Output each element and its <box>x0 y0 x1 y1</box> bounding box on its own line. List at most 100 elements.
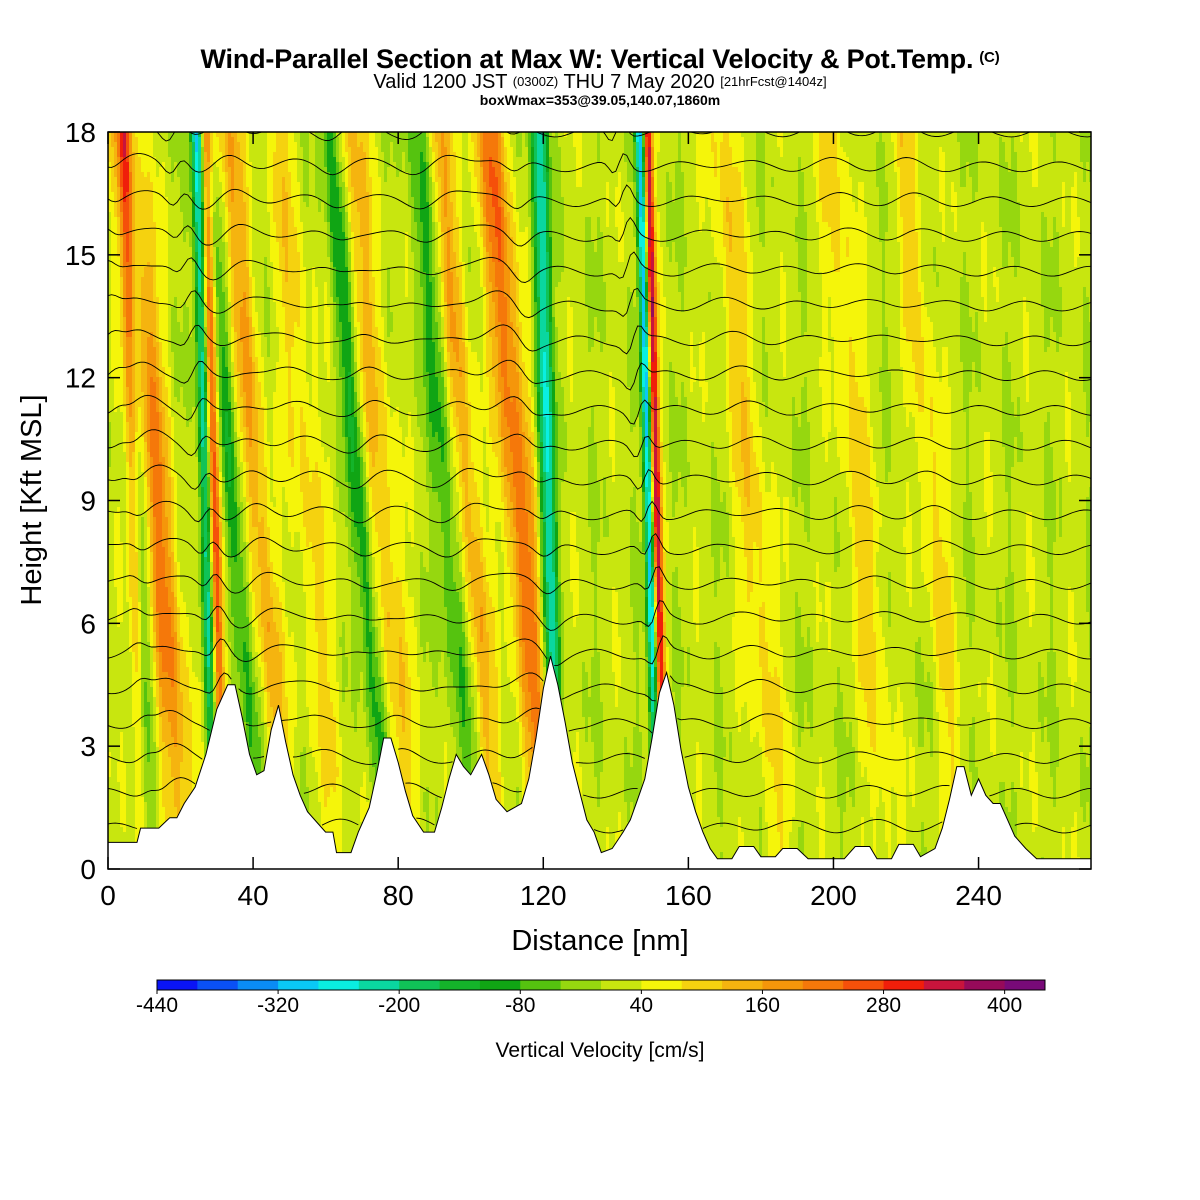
velocity-cell <box>750 252 754 423</box>
velocity-cell <box>201 172 205 203</box>
velocity-cell <box>456 132 460 218</box>
velocity-cell <box>828 132 832 228</box>
velocity-cell <box>204 557 208 638</box>
velocity-cell <box>621 262 625 853</box>
velocity-cell <box>666 132 670 173</box>
velocity-cell <box>738 497 742 733</box>
colorbar-tick-label: -320 <box>257 994 299 1017</box>
velocity-cell <box>162 367 166 408</box>
velocity-cell <box>357 147 361 213</box>
velocity-cell <box>855 717 859 869</box>
velocity-cell <box>192 142 196 173</box>
velocity-cell <box>501 172 505 208</box>
velocity-cell <box>234 457 238 503</box>
x-tick-label: 80 <box>383 880 414 911</box>
velocity-cell <box>534 457 538 488</box>
velocity-cell <box>342 182 346 208</box>
velocity-cell <box>807 422 811 543</box>
velocity-cell <box>708 302 712 869</box>
velocity-cell <box>687 462 691 478</box>
colorbar-swatch <box>358 980 400 990</box>
velocity-cell <box>519 132 523 158</box>
velocity-cell <box>486 532 490 583</box>
velocity-cell <box>762 777 766 869</box>
velocity-cell <box>453 397 457 428</box>
velocity-cell <box>933 132 937 248</box>
velocity-cell <box>303 267 307 423</box>
velocity-cell <box>717 647 721 818</box>
velocity-cell <box>315 197 319 288</box>
velocity-cell <box>735 132 739 168</box>
velocity-cell <box>1086 297 1090 438</box>
velocity-cell <box>768 492 772 673</box>
velocity-cell <box>591 132 595 243</box>
velocity-cell <box>1044 527 1048 698</box>
velocity-cell <box>897 242 901 688</box>
velocity-cell <box>240 502 244 558</box>
velocity-cell <box>324 167 328 223</box>
velocity-cell <box>903 737 907 869</box>
velocity-cell <box>648 277 652 293</box>
velocity-cell <box>1005 132 1009 163</box>
velocity-cell <box>243 672 247 723</box>
theta-contour <box>108 359 1091 391</box>
velocity-cell <box>318 132 322 213</box>
velocity-cell <box>1032 612 1036 733</box>
velocity-cell <box>207 667 211 708</box>
velocity-cell <box>915 697 919 869</box>
velocity-cell <box>645 157 649 173</box>
velocity-cell <box>459 442 463 488</box>
velocity-cell <box>459 602 463 648</box>
velocity-cell <box>714 257 718 458</box>
velocity-cell <box>240 342 244 398</box>
theta-contour <box>108 743 1091 765</box>
velocity-cell <box>282 307 286 488</box>
velocity-cell <box>1014 622 1018 693</box>
velocity-cell <box>129 337 133 418</box>
velocity-cell <box>117 157 121 188</box>
velocity-cell <box>477 542 481 663</box>
velocity-cell <box>915 232 919 393</box>
colorbar-swatch <box>399 980 440 990</box>
velocity-cell <box>360 407 364 433</box>
velocity-cell <box>615 707 619 833</box>
theta-contour <box>108 600 1091 631</box>
velocity-cell <box>597 217 601 333</box>
velocity-cell <box>189 702 193 853</box>
velocity-cell <box>210 172 214 218</box>
velocity-cell <box>501 137 505 173</box>
velocity-cell <box>825 462 829 583</box>
velocity-cell <box>213 162 217 213</box>
velocity-cell <box>180 387 184 593</box>
velocity-cell <box>273 132 277 153</box>
velocity-cell <box>225 557 229 648</box>
velocity-cell <box>282 247 286 308</box>
velocity-cell <box>471 662 475 698</box>
velocity-cell <box>336 337 340 488</box>
velocity-cell <box>153 582 157 633</box>
velocity-cell <box>1029 152 1033 513</box>
velocity-cell <box>156 747 160 869</box>
velocity-cell <box>1008 132 1012 173</box>
velocity-cell <box>492 167 496 208</box>
velocity-cell <box>648 422 652 438</box>
velocity-cell <box>108 777 112 869</box>
velocity-cell <box>1071 707 1075 828</box>
velocity-cell <box>756 207 760 403</box>
velocity-cell <box>240 397 244 433</box>
velocity-cell <box>720 687 724 828</box>
velocity-cell <box>999 657 1003 783</box>
velocity-cell <box>246 317 250 428</box>
velocity-cell <box>1062 182 1066 228</box>
velocity-cell <box>300 147 304 223</box>
velocity-cell <box>975 312 979 388</box>
velocity-cell <box>660 247 664 443</box>
velocity-cell <box>879 132 883 243</box>
velocity-cell <box>933 617 937 663</box>
velocity-cell <box>174 472 178 563</box>
velocity-cell <box>474 627 478 658</box>
velocity-cell <box>162 132 166 163</box>
velocity-cell <box>714 132 718 143</box>
velocity-cell <box>813 587 817 869</box>
velocity-cell <box>1086 162 1090 298</box>
